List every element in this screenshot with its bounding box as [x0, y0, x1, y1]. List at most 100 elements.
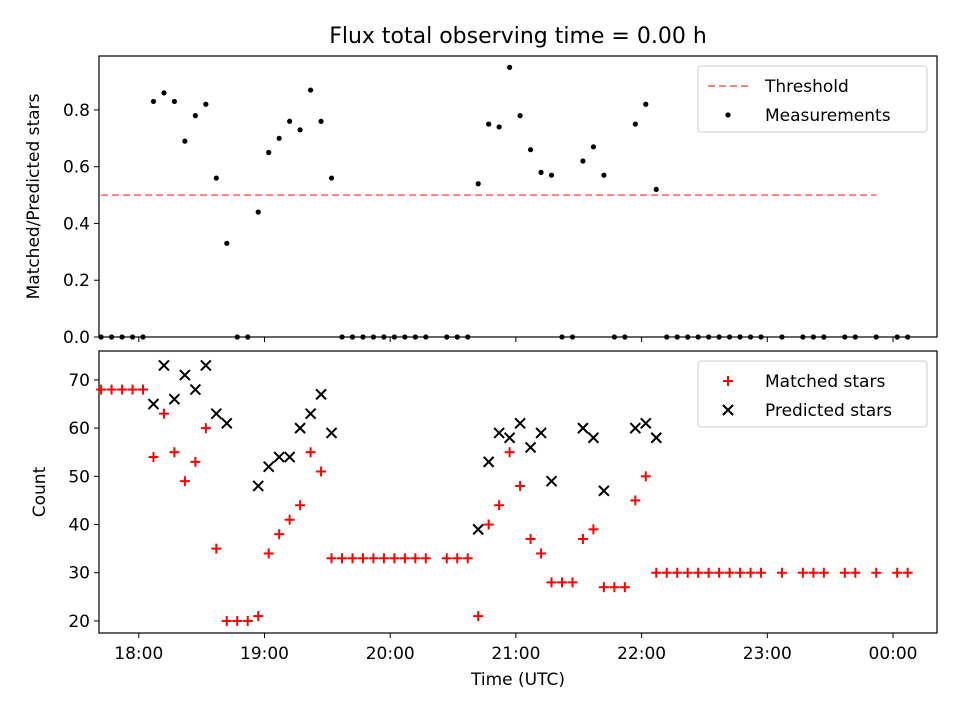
matched-star-marker: [682, 567, 693, 578]
x-tick-label: 20:00: [366, 644, 415, 664]
y-tick-label: 0.4: [63, 214, 90, 234]
matched-star-marker: [242, 615, 253, 626]
legend-label: Matched stars: [765, 372, 885, 392]
measurement-point: [391, 334, 397, 340]
matched-star-marker: [347, 553, 358, 564]
measurement-point: [287, 118, 293, 124]
measurement-point: [339, 334, 345, 340]
matched-star-marker: [137, 384, 148, 395]
matched-star-marker: [756, 567, 767, 578]
measurement-point: [496, 124, 502, 130]
matched-star-marker: [661, 567, 672, 578]
measurement-point: [224, 240, 230, 246]
y-tick-label: 0.6: [63, 158, 90, 178]
predicted-star-marker: [514, 417, 526, 430]
x-tick-label: 23:00: [743, 644, 792, 664]
predicted-star-marker: [325, 427, 338, 439]
predicted-star-marker: [262, 460, 275, 473]
measurement-point: [349, 334, 356, 340]
matched-star-marker: [399, 553, 410, 564]
predicted-star-marker: [210, 407, 223, 420]
matched-star-marker: [735, 567, 746, 578]
y-tick-label: 0.2: [63, 271, 90, 291]
measurement-point: [695, 334, 701, 340]
predicted-star-marker: [640, 417, 652, 430]
matched-star-marker: [357, 553, 368, 564]
measurement-point: [538, 169, 544, 175]
x-tick-label: 21:00: [491, 644, 540, 664]
figure-title: Flux total observing time = 0.00 h: [329, 24, 707, 49]
matched-star-marker: [630, 495, 641, 506]
measurement-point: [852, 334, 858, 340]
measurement-point: [842, 334, 848, 340]
measurement-point: [140, 334, 146, 340]
matched-star-marker: [703, 567, 714, 578]
measurement-point: [653, 186, 659, 193]
matched-star-marker: [504, 447, 515, 458]
y-tick-label: 0.8: [63, 101, 90, 121]
measurement-point: [192, 113, 198, 119]
predicted-star-marker: [189, 383, 202, 396]
matched-star-marker: [536, 548, 547, 559]
matched-star-marker: [284, 514, 295, 525]
measurement-point: [255, 209, 261, 215]
matched-star-marker: [693, 567, 704, 578]
measurement-point: [517, 113, 523, 119]
y-tick-label: 40: [68, 516, 90, 536]
measurement-point: [475, 181, 481, 187]
measurement-point: [611, 334, 617, 340]
measurement-point: [601, 172, 607, 178]
matched-star-marker: [808, 567, 819, 578]
bottom-panel: 20 30 40 50 60 70 18:00 19:00 20:00 21:00 22:00 23:…: [30, 350, 938, 690]
measurement-point: [800, 334, 806, 340]
measurement-point: [716, 334, 722, 340]
measurement-point: [527, 147, 534, 153]
predicted-star-marker: [252, 480, 264, 492]
measurement-point: [664, 334, 670, 340]
y-tick-label: 60: [68, 419, 90, 439]
measurement-point: [643, 101, 649, 107]
matched-star-marker: [902, 567, 913, 578]
axes-frame: [98, 55, 938, 338]
matched-star-marker: [724, 567, 735, 578]
matched-star-marker: [818, 567, 829, 578]
predicted-star-marker: [147, 398, 160, 410]
predicted-star-marker: [200, 359, 212, 372]
legend-measurement-swatch: [725, 112, 731, 118]
y-tick-label: 70: [68, 371, 90, 391]
matched-star-marker: [871, 567, 882, 578]
matched-star-marker: [232, 615, 243, 626]
measurement-point: [182, 138, 188, 144]
predicted-star-marker: [535, 427, 547, 439]
predicted-star-marker: [294, 422, 306, 434]
matched-star-marker: [106, 384, 117, 395]
measurement-point: [454, 334, 460, 340]
matched-star-marker: [850, 567, 861, 578]
measurement-point: [108, 334, 115, 340]
predicted-star-marker: [273, 451, 285, 463]
matched-star-marker: [221, 615, 232, 626]
matched-star-marker: [525, 534, 536, 544]
measurement-point: [423, 334, 429, 340]
measurement-point: [203, 101, 209, 107]
measurement-point: [569, 334, 576, 340]
matched-star-marker: [556, 577, 567, 588]
matched-star-marker: [441, 553, 452, 564]
matched-star-marker: [148, 452, 159, 463]
measurement-point: [559, 334, 565, 340]
matched-star-marker: [263, 548, 274, 559]
measurement-point: [266, 149, 272, 156]
matched-star-marker: [588, 524, 599, 535]
matched-star-marker: [609, 582, 620, 593]
matched-star-marker: [598, 582, 609, 593]
measurement-point: [747, 334, 754, 340]
measurement-point: [381, 334, 387, 340]
x-tick-label: 19:00: [240, 644, 289, 664]
predicted-star-marker: [482, 456, 495, 468]
y-tick-label: 20: [68, 612, 90, 632]
measurement-point: [465, 334, 471, 340]
legend-label: Predicted stars: [765, 401, 892, 421]
measurement-point: [580, 158, 586, 164]
measurement-point: [758, 334, 764, 340]
